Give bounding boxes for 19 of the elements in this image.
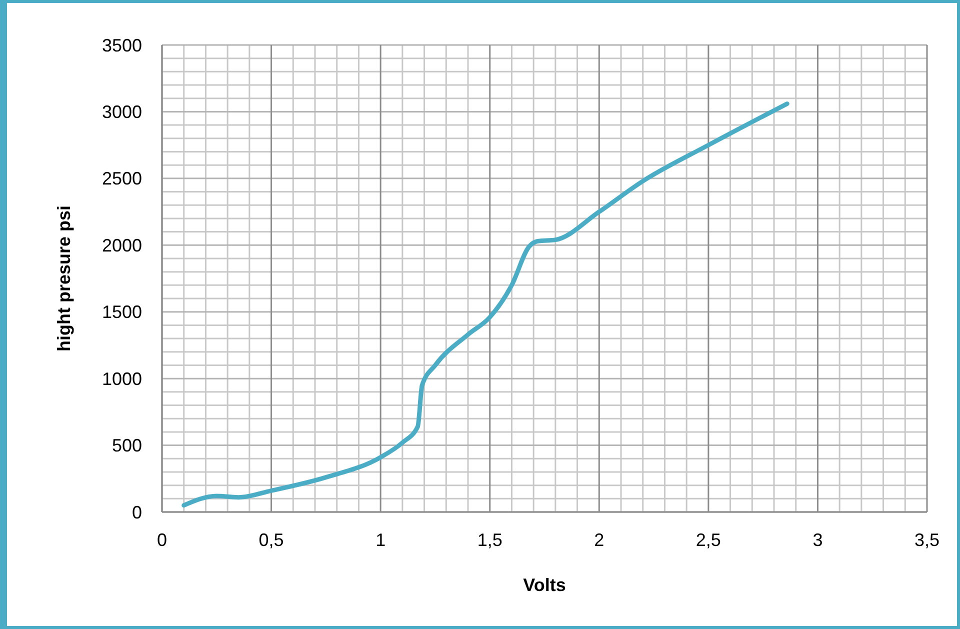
x-tick-label: 2,5 [696, 530, 721, 550]
y-tick-label: 2000 [102, 235, 142, 256]
x-tick-label: 2 [594, 530, 604, 550]
x-tick-label: 0,5 [258, 530, 284, 550]
x-tick-label: 3,5 [914, 530, 940, 550]
x-tick-label: 0 [156, 530, 168, 550]
y-tick-label: 3000 [102, 102, 142, 122]
x-axis-title: Volts [523, 575, 566, 595]
y-tick-label: 1500 [102, 302, 142, 322]
y-tick-label: 2500 [102, 168, 142, 189]
x-tick-label: 1,5 [477, 530, 502, 550]
y-tick-label: 1000 [102, 368, 142, 389]
y-tick-label: 0 [132, 502, 142, 522]
y-tick-label: 3500 [102, 35, 142, 56]
y-tick-label: 500 [112, 436, 142, 456]
line-series [182, 101, 790, 508]
x-tick-label: 3 [812, 530, 823, 550]
y-axis-title: hight presure psi [54, 205, 74, 352]
x-tick-label: 1 [376, 530, 386, 550]
